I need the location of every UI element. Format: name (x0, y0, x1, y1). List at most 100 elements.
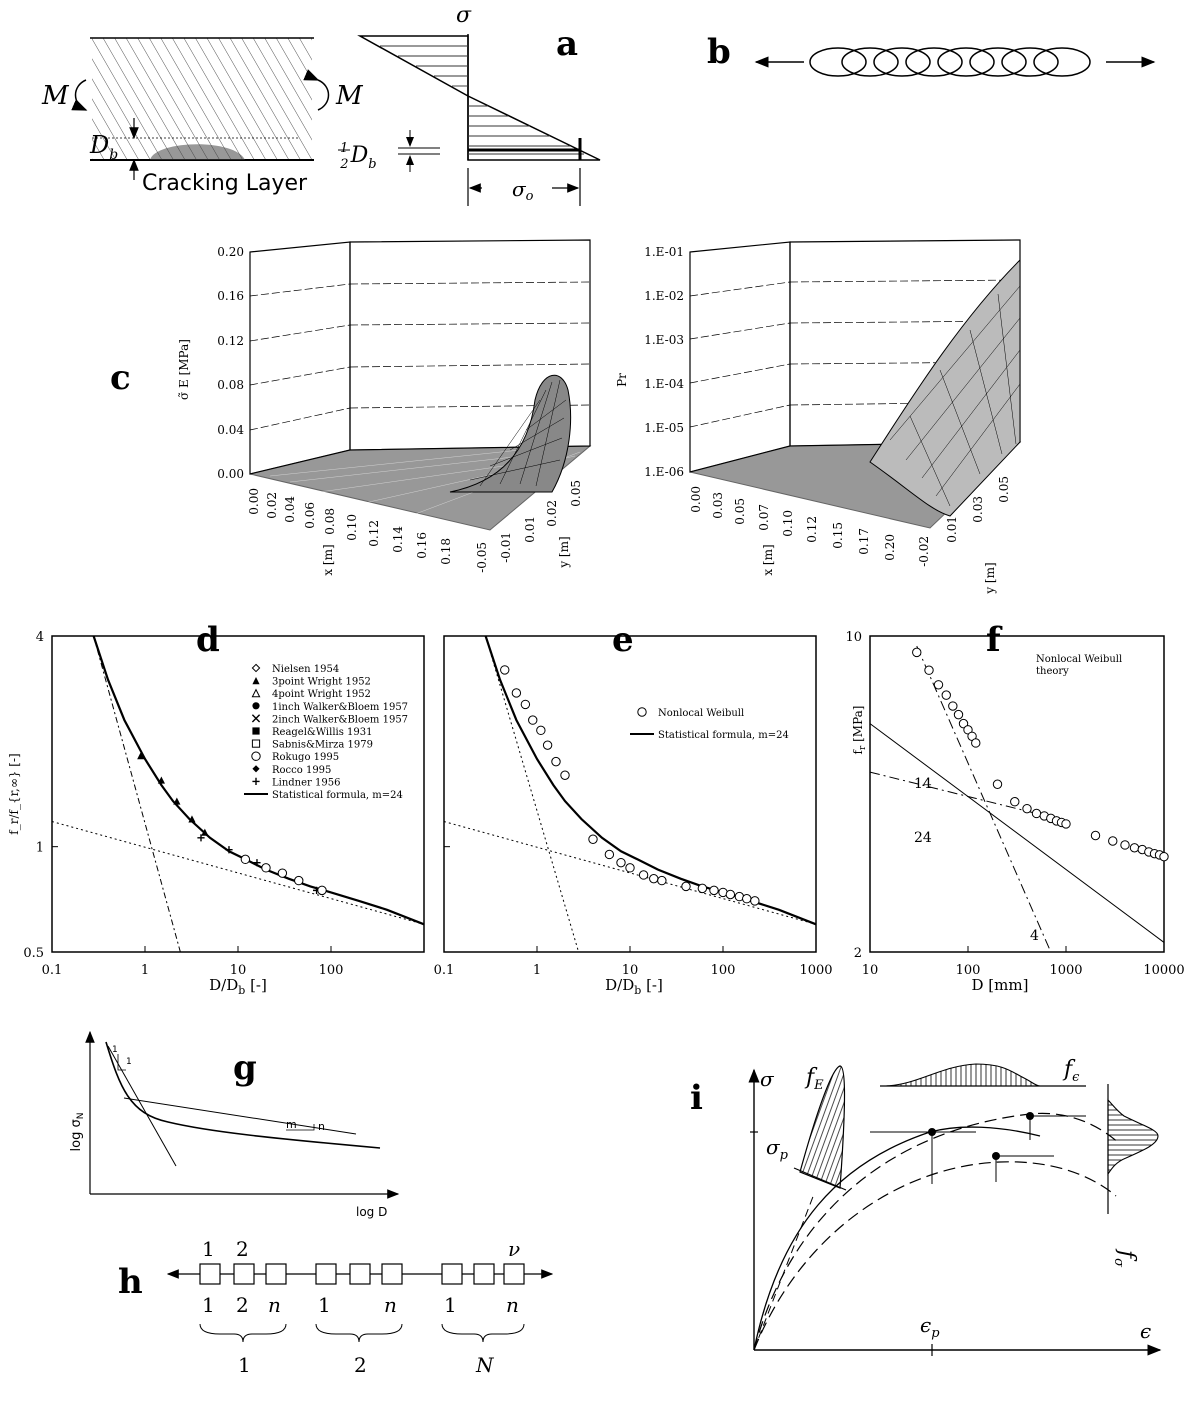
data-point (500, 665, 510, 675)
x-tick-label: 10 (622, 963, 639, 978)
x-tick: 0.08 (323, 508, 337, 535)
panel-letter-c: c (110, 358, 131, 398)
z-tick: 0.20 (217, 245, 244, 259)
legend-entry: 2inch Walker&Bloem 1957 (251, 714, 408, 725)
x-tick: 0.20 (883, 534, 897, 561)
data-point (616, 857, 626, 868)
legend-marker (251, 714, 261, 723)
data-point (697, 883, 708, 894)
legend-label: 1inch Walker&Bloem 1957 (272, 702, 408, 713)
data-point (750, 896, 760, 906)
data-point (958, 718, 969, 729)
y-tick: -0.05 (475, 542, 489, 573)
legend-entry: 1inch Walker&Bloem 1957 (252, 702, 408, 713)
y-tick-label: 4 (36, 630, 44, 645)
panel-e-chart: D/Db [-] Nonlocal Weibull Statistical for… (434, 635, 833, 997)
data-point (536, 725, 546, 736)
legend-marker (251, 688, 261, 698)
feps-distribution (885, 1063, 1041, 1087)
data-point (725, 889, 736, 900)
legend-label: Lindner 1956 (272, 777, 340, 788)
plot-area: 0.1 1 10 100 1000 (434, 635, 833, 978)
y-axis-label: y [m] (983, 562, 997, 594)
z-tick: 0.04 (217, 423, 244, 437)
x-tick: 0.15 (831, 522, 845, 549)
panel-letter-a: a (556, 24, 579, 64)
panel-letter-h: h (118, 1262, 143, 1302)
legend-label: 2inch Walker&Bloem 1957 (272, 714, 408, 725)
x-tick-label: 10 (230, 963, 247, 978)
top-label: ν (508, 1237, 520, 1261)
data-point (1090, 830, 1101, 841)
data-point (649, 873, 659, 884)
panel-a-diagram: M M Db Cracking Layer σ 1 2Db σo (41, 3, 601, 206)
x-tick-label: 0.1 (434, 963, 455, 978)
x-tick: 0.12 (367, 520, 381, 547)
group-label: 1 (238, 1353, 251, 1377)
y-tick: 0.01 (523, 516, 537, 543)
x-tick-label: 1000 (799, 963, 832, 978)
x-tick-label: 1 (533, 963, 541, 978)
y-axis-label: log σN (69, 1113, 86, 1152)
z-tick: 1.E-01 (644, 245, 684, 259)
data-point (1108, 836, 1118, 846)
moment-left-arrow (71, 79, 88, 111)
sigma-o-label: σo (512, 177, 534, 204)
z-tick: 0.12 (217, 334, 244, 348)
z-tick: 0.08 (217, 378, 244, 392)
slope-label: 14 (914, 776, 932, 792)
lower-curve (753, 1161, 1117, 1351)
data-point (941, 690, 951, 700)
panel-b-chain (754, 47, 1156, 77)
y-tick: 0.05 (569, 480, 583, 507)
panel-h-diagram: 1 2 ν 1 2 n 1 n 1 n 1 2 N (166, 1237, 554, 1377)
legend: Nonlocal Weibull Statistical formula, m=2… (630, 707, 789, 741)
bottom-label: 1 (444, 1293, 457, 1317)
legend-entry: Sabnis&Mirza 1979 (251, 739, 373, 751)
series-line (92, 635, 425, 926)
feps-label: fϵ (1062, 1057, 1080, 1085)
asymptote-line (51, 821, 425, 925)
y-tick: -0.02 (917, 536, 931, 567)
asymptote-line (93, 635, 181, 953)
z-tick: 1.E-05 (644, 421, 684, 435)
x-tick: 0.00 (247, 488, 261, 515)
y-tick: -0.01 (499, 532, 513, 563)
sigma-axis-label: σ (760, 1067, 775, 1091)
panel-c-left-surface: 0.20 0.16 0.12 0.08 0.04 0.00 σ̃ E [MPa]… (177, 239, 592, 576)
data-point (933, 680, 944, 690)
data-point (240, 854, 251, 865)
y-tick: 0.05 (997, 476, 1011, 503)
fsigma-label: fσ (1111, 1248, 1139, 1268)
x-tick: 0.16 (415, 532, 429, 559)
x-tick: 0.07 (757, 504, 771, 531)
data-point (188, 815, 196, 823)
y-tick: 0.01 (945, 516, 959, 543)
panel-i-diagram: σ ϵ σp ϵp fE fϵ fσ (748, 1057, 1162, 1356)
x-tick-label: 10 (862, 963, 879, 978)
data-point (294, 875, 304, 886)
x-tick: 0.17 (857, 528, 871, 555)
data-point (1010, 797, 1020, 807)
x-axis-label: D [mm] (972, 976, 1029, 994)
y-tick-label: 2 (854, 946, 862, 961)
data-point (971, 738, 981, 748)
x-axis-label: x [m] (761, 544, 775, 575)
sigma-p-label: σp (766, 1135, 789, 1163)
z-tick: 1.E-06 (644, 465, 684, 479)
x-tick: 0.10 (345, 514, 359, 541)
x-tick-label: 1 (141, 963, 149, 978)
legend-label: Rocco 1995 (272, 765, 331, 776)
data-point (742, 894, 752, 904)
chain-links (809, 47, 1091, 77)
z-tick: 0.16 (217, 289, 244, 303)
data-point (277, 868, 288, 878)
data-point (528, 715, 538, 725)
group-label: N (475, 1353, 495, 1377)
data-point (253, 859, 261, 867)
slope-label: n (318, 1120, 325, 1133)
panel-letter-i: i (690, 1078, 703, 1118)
half-db-label: 1 2Db (339, 141, 376, 172)
upper-curve (753, 1112, 1121, 1351)
